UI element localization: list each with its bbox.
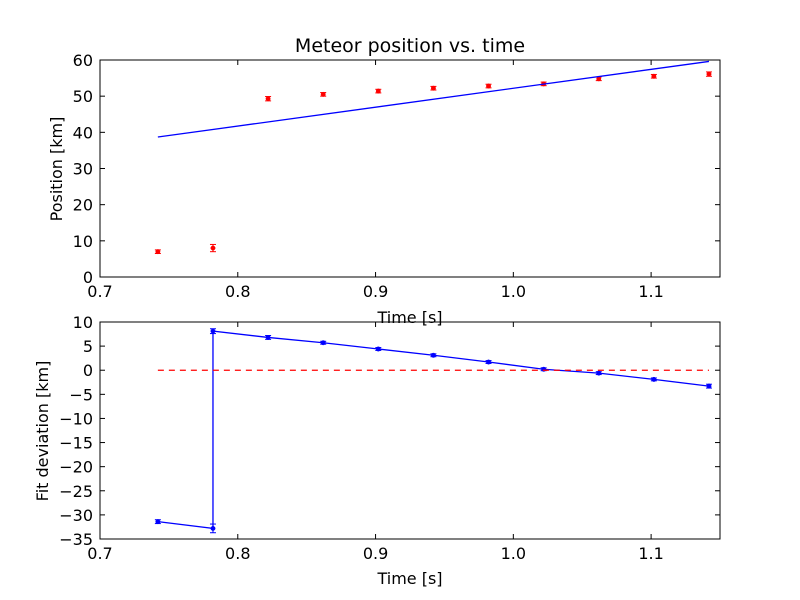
deviation-y-tick-label: 10 (73, 313, 93, 332)
position-x-tick-label: 0.9 (363, 282, 388, 301)
deviation-point-marker (706, 383, 712, 389)
position-x-tick-label: 0.7 (87, 282, 112, 301)
position-y-tick-label: 50 (73, 87, 93, 106)
deviation-y-tick-label: −5 (69, 385, 93, 404)
position-marks (154, 60, 712, 255)
deviation-y-axis-label: Fit deviation [km] (33, 361, 52, 502)
position-point-marker (375, 88, 381, 94)
deviation-point-marker (430, 352, 436, 358)
position-x-tick-label: 1.1 (638, 282, 663, 301)
deviation-x-tick-label: 1.1 (638, 544, 663, 563)
deviation-y-tick-label: 5 (83, 337, 93, 356)
position-y-tick-label: 60 (73, 51, 93, 70)
fit-line (157, 60, 710, 138)
position-y-tick-label: 20 (73, 196, 93, 215)
deviation-x-axis-label: Time [s] (376, 569, 442, 588)
position-point-marker (486, 83, 491, 89)
deviation-point-marker (210, 525, 216, 531)
deviation-x-tick-label: 1.0 (501, 544, 526, 563)
deviation-y-tick-label: −10 (59, 409, 93, 428)
deviation-y-tick-label: −25 (59, 482, 93, 501)
deviation-point-marker (486, 359, 491, 365)
deviation-point-marker (265, 334, 271, 340)
position-point-marker (651, 73, 657, 79)
position-point-marker (706, 71, 712, 77)
position-x-axis-label: Time [s] (376, 308, 442, 327)
position-y-tick-label: 10 (73, 232, 93, 251)
deviation-plot-frame (99, 321, 721, 540)
position-y-tick-label: 40 (73, 123, 93, 142)
deviation-point-marker (651, 376, 657, 382)
position-x-tick-label: 1.0 (501, 282, 526, 301)
position-ticks: 0.7 0.8 0.9 1.0 1.1 0 10 20 30 40 50 60 (73, 51, 720, 301)
deviation-point-marker (155, 519, 161, 525)
deviation-line (157, 330, 710, 530)
deviation-point-marker (375, 346, 381, 352)
chart-title: Meteor position vs. time (295, 35, 525, 57)
deviation-point-marker (210, 328, 216, 334)
position-point-marker (430, 85, 436, 91)
position-y-axis-label: Position [km] (47, 117, 66, 222)
position-y-tick-label: 0 (83, 268, 93, 287)
position-point-marker (320, 91, 326, 97)
deviation-y-tick-label: 0 (83, 361, 93, 380)
deviation-plot: Fit deviation [km] Time [s] 0.7 0.8 0.9 1.0… (33, 313, 721, 588)
deviation-x-tick-label: 0.9 (363, 544, 388, 563)
deviation-x-tick-label: 0.8 (225, 544, 250, 563)
deviation-marks (154, 328, 712, 534)
position-y-tick-label: 30 (73, 160, 93, 179)
position-plot-frame (99, 59, 721, 278)
deviation-y-tick-label: −30 (59, 506, 93, 525)
deviation-y-tick-label: −35 (59, 530, 93, 549)
deviation-y-tick-label: −20 (59, 458, 93, 477)
position-point-marker (210, 245, 216, 251)
position-point-marker (265, 96, 271, 102)
deviation-point-marker (320, 340, 326, 346)
deviation-y-tick-label: −15 (59, 434, 93, 453)
position-x-tick-label: 0.8 (225, 282, 250, 301)
deviation-x-tick-label: 0.7 (87, 544, 112, 563)
position-point-marker (155, 249, 161, 255)
deviation-point-marker (596, 370, 602, 376)
